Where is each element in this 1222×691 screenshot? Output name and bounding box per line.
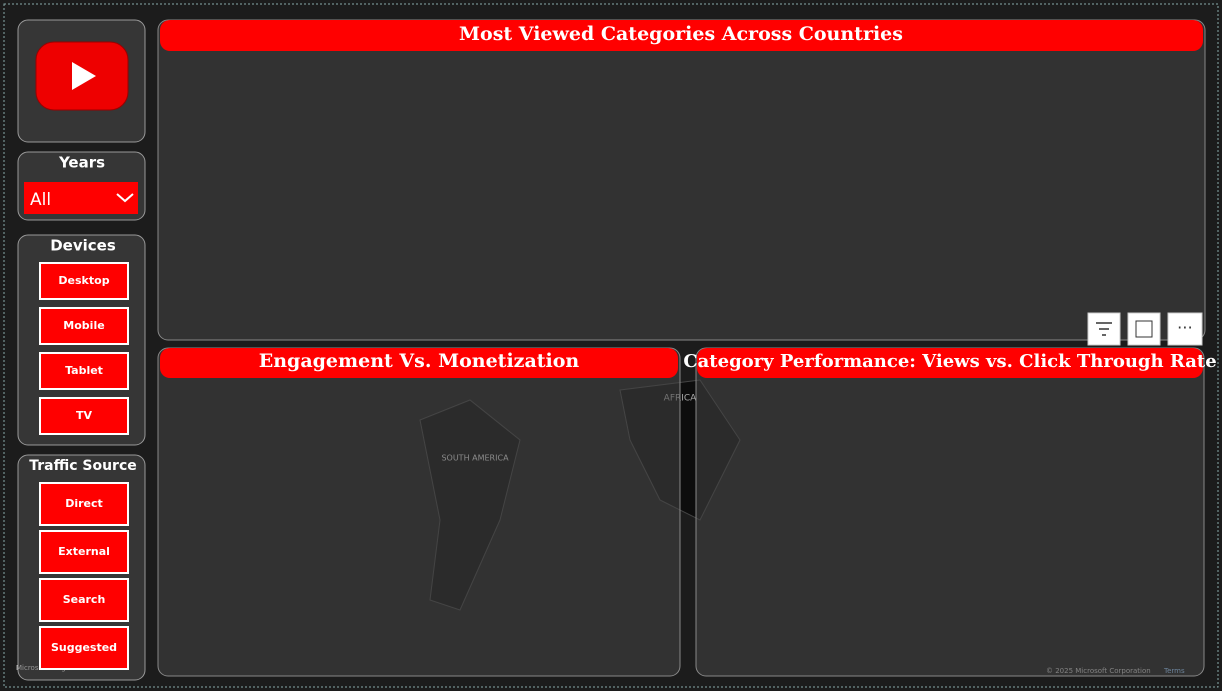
device-button-label[interactable]: Tablet (65, 364, 103, 377)
device-button[interactable] (39, 352, 129, 390)
years-value[interactable]: All (30, 190, 51, 210)
title-bar (697, 348, 1203, 378)
play-icon (72, 62, 96, 90)
devices-label: Devices (50, 237, 116, 255)
scatter-card (157, 347, 681, 677)
traffic-button-label[interactable]: External (58, 545, 110, 558)
device-button[interactable] (39, 262, 129, 300)
dropdown-arrow[interactable] (116, 193, 134, 203)
traffic-button[interactable] (39, 482, 129, 526)
frame (3, 3, 1219, 688)
visual-header: ⋯ (1087, 312, 1203, 346)
device-button[interactable] (39, 307, 129, 345)
traffic-button-label[interactable]: Suggested (51, 641, 117, 654)
traffic-button-label[interactable]: Direct (65, 497, 103, 510)
title-bar (160, 20, 1203, 51)
device-button-label[interactable]: Desktop (58, 274, 109, 287)
treemap-card (157, 19, 1206, 341)
combo-card (695, 347, 1205, 677)
filter-glyph (1096, 322, 1112, 336)
years-label: Years (58, 154, 105, 172)
traffic-button[interactable] (39, 530, 129, 574)
more-glyph: ⋯ (1177, 318, 1193, 337)
focus-glyph (1135, 320, 1153, 338)
device-button-label[interactable]: TV (76, 409, 93, 422)
chart-title: Category Performance: Views vs. Click Th… (683, 351, 1216, 372)
focus-icon[interactable] (1127, 312, 1161, 346)
chart-title: Engagement Vs. Monetization (259, 350, 580, 372)
traffic-button[interactable] (39, 578, 129, 622)
traffic-label: Traffic Source (29, 458, 137, 474)
device-button[interactable] (39, 397, 129, 435)
years-dropdown[interactable] (24, 182, 138, 214)
more-icon[interactable] (1167, 312, 1203, 346)
traffic-button-label[interactable]: Search (63, 593, 106, 606)
chart-title: Most Viewed Categories Across Countries (459, 23, 903, 45)
traffic-button[interactable] (39, 626, 129, 670)
device-button-label[interactable]: Mobile (63, 319, 104, 332)
title-bar (160, 348, 678, 378)
